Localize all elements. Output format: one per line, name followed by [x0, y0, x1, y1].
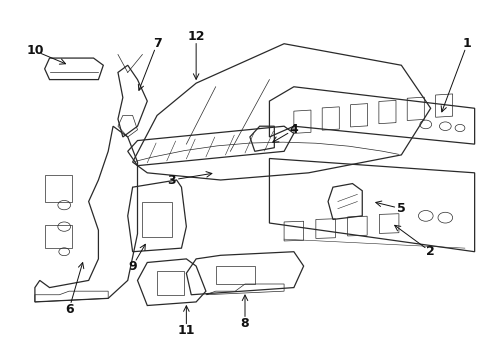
Bar [216, 266, 255, 284]
Text: 8: 8 [241, 317, 249, 330]
Text: 6: 6 [65, 303, 74, 316]
Text: 1: 1 [463, 37, 472, 50]
Text: 3: 3 [168, 174, 176, 186]
Text: 9: 9 [128, 260, 137, 273]
Bar [157, 271, 184, 295]
Bar [45, 175, 72, 202]
Text: 12: 12 [187, 30, 205, 43]
Text: 2: 2 [426, 245, 435, 258]
Bar [45, 225, 72, 248]
Text: 10: 10 [26, 44, 44, 57]
Bar [143, 202, 172, 237]
Text: 4: 4 [290, 123, 298, 136]
Text: 7: 7 [153, 37, 161, 50]
Text: 5: 5 [397, 202, 406, 215]
Text: 11: 11 [177, 324, 195, 337]
